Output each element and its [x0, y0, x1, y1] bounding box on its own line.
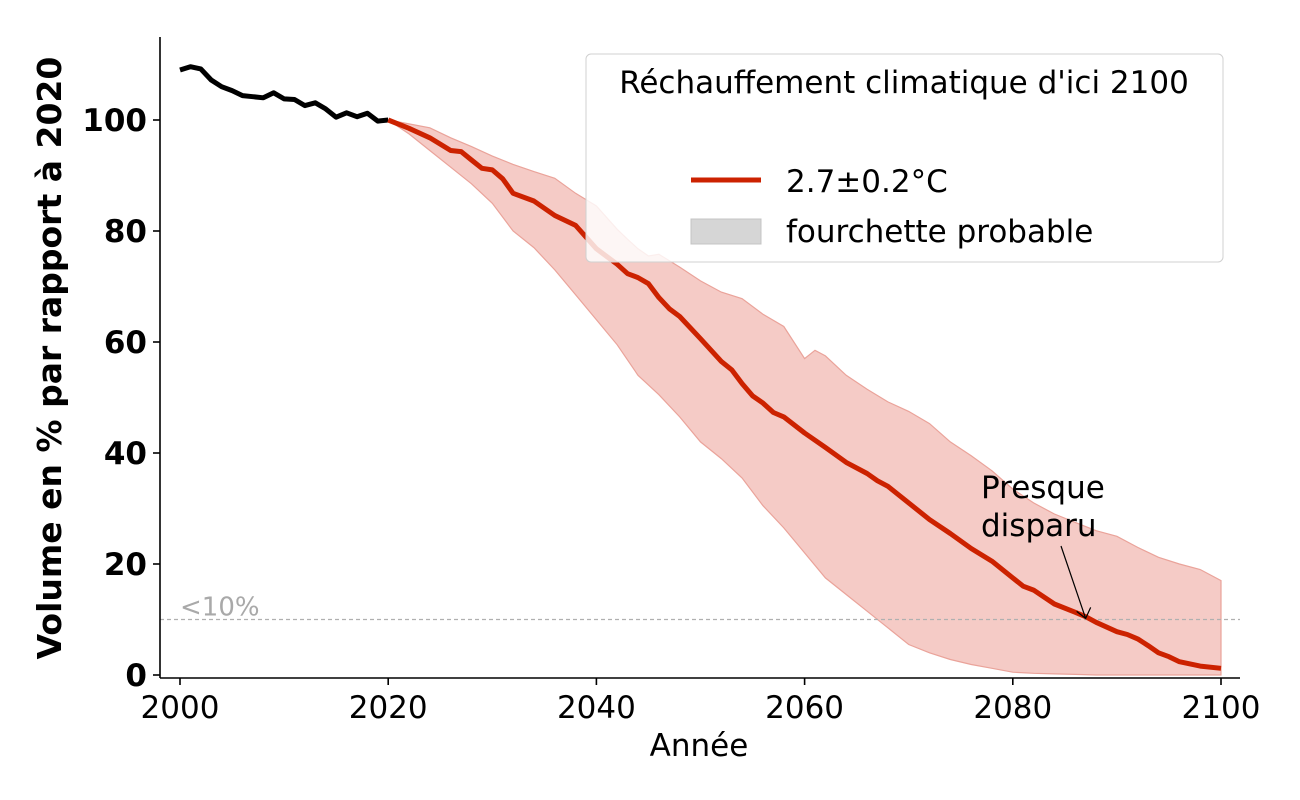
x-tick-label: 2020 — [349, 690, 428, 726]
x-tick-label: 2000 — [141, 690, 220, 726]
y-tick-label: 60 — [104, 325, 147, 361]
x-tick-label: 2040 — [557, 690, 636, 726]
y-axis-label: Volume en % par rapport à 2020 — [30, 57, 69, 660]
y-tick-label: 80 — [104, 214, 147, 250]
axes-layer — [159, 37, 1240, 679]
y-tick-label: 40 — [104, 436, 147, 472]
legend-entry-projection: 2.7±0.2°C — [786, 164, 948, 200]
y-ticks: 0 20 40 60 80 100 — [82, 103, 160, 694]
y-tick-label: 0 — [125, 658, 147, 694]
x-tick-label: 2100 — [1182, 690, 1261, 726]
annotation-arrow — [1060, 545, 1087, 619]
legend-title: Réchauffement climatique d'ici 2100 — [619, 65, 1189, 101]
series-layer — [179, 64, 1222, 671]
historical-line — [179, 64, 389, 124]
annotation-line-2: disparu — [981, 508, 1097, 544]
annotation-line-1: Presque — [981, 470, 1105, 506]
threshold-layer: <10% — [160, 593, 1240, 623]
projection-line — [387, 117, 1222, 671]
legend-entry-band: fourchette probable — [786, 214, 1093, 250]
y-tick-label: 100 — [82, 103, 147, 139]
legend: Réchauffement climatique d'ici 2100 2.7±… — [585, 53, 1224, 263]
annotation: Presque disparu — [981, 470, 1105, 620]
threshold-label: <10% — [180, 593, 260, 623]
annotation-arrowhead — [1076, 607, 1092, 620]
x-axis-label: Année — [650, 728, 749, 764]
legend-box — [585, 53, 1224, 263]
x-tick-label: 2060 — [765, 690, 844, 726]
x-ticks: 2000 2020 2040 2060 2080 2100 — [141, 678, 1261, 726]
y-tick-label: 20 — [104, 547, 147, 583]
x-tick-label: 2080 — [973, 690, 1052, 726]
legend-band-swatch — [690, 218, 762, 245]
